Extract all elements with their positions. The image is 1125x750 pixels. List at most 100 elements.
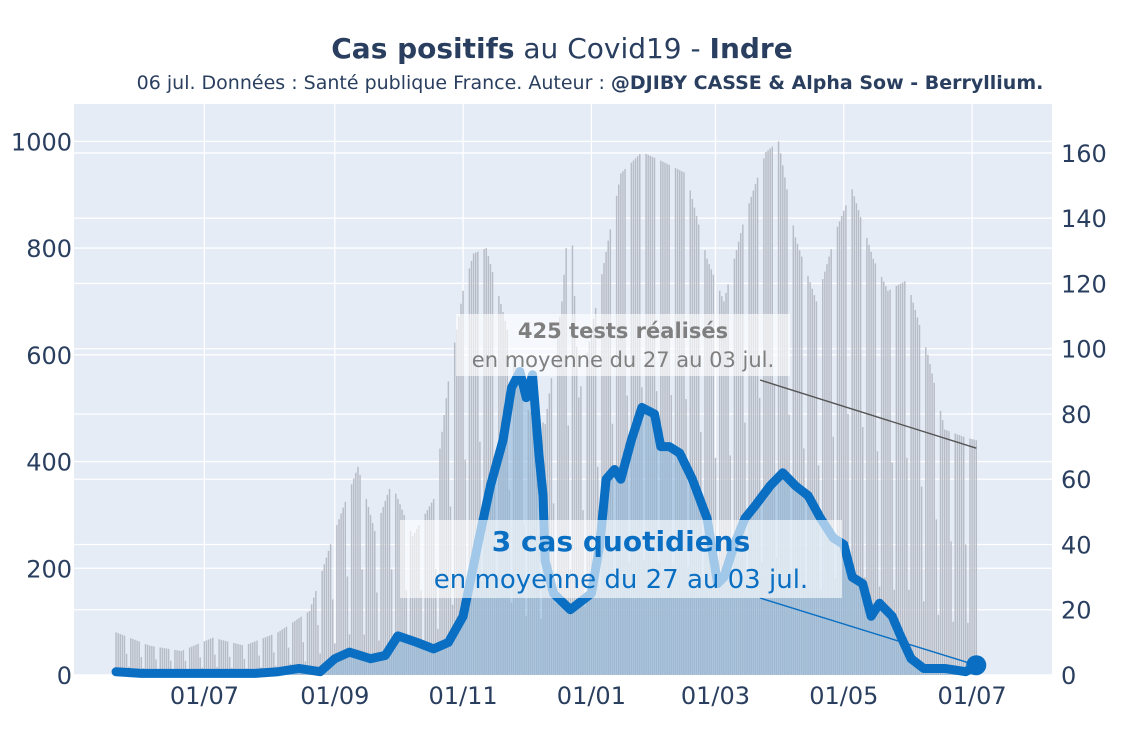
- y-left-tick-label: 0: [57, 662, 72, 690]
- tests-bar: [138, 641, 140, 675]
- tests-bar: [176, 650, 178, 675]
- x-tick-label: 01/05: [809, 682, 878, 710]
- tests-bar: [228, 656, 231, 675]
- tests-bar: [859, 217, 862, 676]
- tests-bar: [151, 646, 153, 675]
- tests-bar: [239, 644, 241, 675]
- tests-bar: [317, 625, 319, 675]
- tests-bar: [695, 216, 698, 675]
- y-right-tick-label: 20: [1061, 597, 1092, 625]
- tests-bar: [159, 647, 161, 675]
- tests-bar: [920, 486, 923, 675]
- tests-bar: [855, 203, 858, 676]
- tests-bar: [388, 488, 391, 675]
- tests-bar: [397, 498, 399, 675]
- tests-bar: [748, 203, 750, 676]
- tests-bar: [617, 184, 620, 675]
- tests-bar: [843, 210, 845, 675]
- tests-bar: [296, 619, 298, 675]
- chart-title: Cas positifs au Covid19 - Indre: [331, 32, 792, 65]
- tests-bar: [199, 657, 201, 675]
- tests-bar: [374, 530, 376, 675]
- y-axis-left: 0 200 400 600 800 1000: [11, 128, 72, 690]
- tests-bar: [477, 251, 479, 676]
- tests-bar: [184, 660, 187, 675]
- tests-bar: [952, 621, 954, 675]
- tests-bar: [771, 146, 774, 675]
- tests-bar: [956, 434, 959, 675]
- tests-bar: [331, 599, 334, 675]
- tests-bar: [927, 354, 929, 675]
- tests-bar: [697, 224, 700, 675]
- tests-bar: [342, 507, 344, 675]
- tests-bar: [739, 233, 742, 675]
- tests-bar: [916, 317, 919, 675]
- tests-bar: [607, 240, 609, 675]
- tests-bar: [132, 638, 134, 675]
- tests-bar: [794, 237, 797, 676]
- tests-bar: [676, 169, 679, 675]
- tests-bar: [845, 205, 847, 675]
- tests-bar: [182, 650, 185, 675]
- tests-bar: [935, 519, 938, 675]
- tests-bar: [868, 244, 870, 675]
- tests-bar: [967, 622, 969, 675]
- tests-bar: [838, 221, 841, 676]
- tests-bar: [460, 303, 462, 675]
- tests-bar: [319, 653, 321, 675]
- tests-bar: [742, 224, 744, 675]
- tests-bar: [786, 189, 788, 675]
- tests-bar: [344, 501, 347, 675]
- tests-bar: [954, 433, 956, 675]
- tests-bar: [807, 275, 809, 675]
- tests-bar: [384, 500, 387, 675]
- tests-bar: [243, 658, 246, 675]
- tests-bar: [338, 519, 340, 675]
- tests-bar: [573, 296, 576, 675]
- annotation-cases: 3 cas quotidiens en moyenne du 27 au 03 j…: [400, 520, 977, 666]
- plot-area: 425 tests réalisés en moyenne du 27 au 03…: [11, 104, 1107, 710]
- y-right-tick-label: 140: [1061, 205, 1107, 233]
- tests-bar: [472, 253, 475, 675]
- y-left-tick-label: 800: [26, 235, 72, 263]
- tests-bar: [718, 290, 721, 675]
- tests-bar: [891, 462, 893, 675]
- tests-bar: [350, 484, 353, 675]
- tests-bar: [115, 632, 117, 675]
- tests-bar: [287, 647, 290, 675]
- x-tick-label: 01/03: [681, 682, 750, 710]
- chart-subtitle: 06 jul. Données : Santé publique France.…: [137, 72, 1044, 94]
- y-left-tick-label: 200: [26, 555, 72, 583]
- tests-bar: [361, 569, 363, 675]
- y-right-tick-label: 120: [1061, 270, 1107, 298]
- tests-bar: [212, 637, 214, 675]
- tests-bar: [268, 635, 271, 675]
- tests-bar: [969, 438, 971, 675]
- chart-subtitle-author: @DJIBY CASSE & Alpha Sow - Berryllium.: [611, 72, 1043, 94]
- tests-bar: [237, 644, 239, 675]
- tests-bar: [962, 436, 965, 675]
- tests-bar: [254, 641, 256, 675]
- tests-bar: [681, 171, 683, 675]
- tests-bar: [277, 632, 279, 675]
- tests-bar: [197, 643, 199, 675]
- tests-bar: [784, 177, 786, 676]
- tests-bar: [130, 638, 132, 675]
- tests-bar: [382, 506, 384, 675]
- tests-bar: [563, 274, 565, 675]
- tests-bar: [922, 601, 925, 675]
- tests-bar: [912, 302, 914, 675]
- chart-title-region: Indre: [710, 32, 793, 65]
- tests-bar: [191, 646, 193, 675]
- tests-bar: [918, 324, 921, 675]
- x-tick-label: 01/11: [429, 682, 498, 710]
- tests-bar: [737, 241, 740, 676]
- tests-bar: [470, 260, 473, 675]
- tests-bar: [710, 269, 713, 675]
- tests-bar: [965, 544, 967, 675]
- tests-bar: [453, 342, 456, 675]
- tests-bar: [592, 319, 595, 675]
- tests-bar: [630, 162, 633, 675]
- tests-bar: [883, 281, 885, 675]
- tests-bar: [329, 544, 332, 675]
